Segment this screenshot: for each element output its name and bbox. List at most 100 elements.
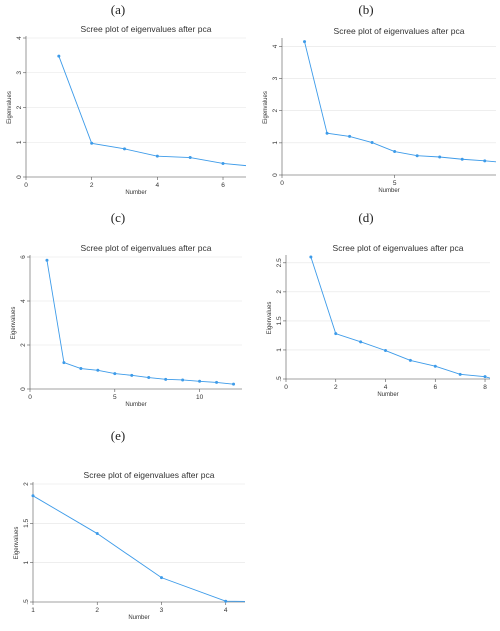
ch2-series-line	[46, 260, 234, 385]
panel-label-a: (a)	[110, 2, 126, 17]
ch4-x-tick-label-1: 2	[95, 607, 99, 614]
ch2-x-tick-label-0: 0	[28, 394, 32, 401]
ch1-title: Scree plot of eigenvalues after pca	[334, 26, 465, 36]
ch4-x-tick-label-0: 1	[31, 607, 35, 614]
ch2-y-axis-title: Eigenvalues	[11, 307, 17, 340]
ch2-point-8	[181, 378, 185, 382]
ch0-point-5	[221, 161, 225, 165]
ch1-point-8	[483, 159, 487, 163]
ch4-y-tick-label-2: 1.5	[23, 518, 30, 527]
ch0-x-tick-label-3: 6	[221, 182, 225, 189]
ch3-x-tick-label-2: 4	[384, 384, 388, 391]
ch4-point-0	[31, 494, 35, 498]
ch4-point-2	[159, 576, 163, 580]
ch1-point-2	[348, 134, 352, 138]
scree-chart-b: 0 1 2 3 4 0 5 Scree plot of eigenvalues after p…	[263, 26, 496, 194]
ch2-point-11	[232, 382, 236, 386]
ch0-x-tick-label-1: 2	[90, 182, 94, 189]
ch4-y-tick-label-0: .5	[23, 599, 30, 605]
panel-label-c: (c)	[110, 210, 126, 225]
scree-chart-d: .5 1 1.5 2 2.5 0 2 4 6 8 Scree plot of eigenvalues…	[267, 243, 490, 398]
ch2-point-3	[96, 368, 100, 372]
panel-label-d: (d)	[358, 210, 374, 225]
ch2-point-2	[79, 367, 83, 371]
ch3-point-0	[309, 255, 313, 259]
ch1-x-tick-label-1: 5	[393, 180, 397, 187]
ch2-y-tick-label-0: 0	[20, 387, 27, 391]
ch0-y-tick-label-3: 3	[16, 71, 23, 75]
ch2-point-0	[45, 258, 49, 262]
ch2-x-tick-label-2: 10	[196, 394, 204, 401]
ch3-point-7	[483, 375, 487, 379]
ch0-y-tick-label-0: 0	[16, 175, 23, 179]
ch1-point-5	[415, 154, 419, 158]
ch1-y-tick-label-1: 1	[272, 141, 279, 145]
ch4-series-line	[33, 495, 245, 602]
ch1-y-tick-label-0: 0	[272, 173, 279, 177]
ch0-y-tick-label-4: 4	[16, 36, 23, 40]
ch0-y-tick-label-1: 1	[16, 140, 23, 144]
ch0-point-1	[90, 141, 94, 145]
ch2-point-10	[215, 380, 219, 384]
ch3-x-axis-title: Number	[377, 392, 398, 398]
ch2-point-1	[62, 361, 66, 365]
scree-chart-a: 0 1 2 3 4 0 2 4 6 Scree plot of eigenvalues after…	[7, 24, 246, 196]
ch4-x-axis-title: Number	[128, 615, 149, 621]
ch2-y-tick-label-2: 4	[20, 299, 27, 303]
ch1-point-0	[303, 40, 307, 44]
ch2-x-tick-label-1: 5	[113, 394, 117, 401]
ch3-y-tick-label-3: 2	[276, 290, 283, 294]
ch0-y-axis-title: Eigenvalues	[7, 91, 13, 124]
scree-chart-c: 0 2 4 6 0 5 10 Scree plot of eigenvalues after …	[11, 243, 242, 408]
ch2-y-tick-label-1: 2	[20, 343, 27, 347]
ch4-title: Scree plot of eigenvalues after pca	[84, 470, 215, 480]
ch2-title: Scree plot of eigenvalues after pca	[81, 243, 212, 253]
ch1-x-axis-title: Number	[378, 188, 399, 194]
ch3-y-axis-title: Eigenvalues	[267, 302, 273, 335]
ch0-point-2	[123, 147, 127, 151]
ch3-x-tick-label-1: 2	[334, 384, 338, 391]
ch1-point-6	[438, 155, 442, 159]
ch3-point-3	[384, 349, 388, 353]
ch4-point-3	[224, 599, 228, 603]
ch0-point-4	[188, 156, 192, 160]
ch1-series-line	[304, 41, 496, 163]
ch3-point-5	[433, 364, 437, 368]
ch0-x-axis-title: Number	[125, 190, 146, 196]
ch1-x-tick-label-0: 0	[280, 180, 284, 187]
ch4-y-axis-title: Eigenvalues	[14, 527, 20, 560]
ch1-point-4	[393, 150, 397, 154]
ch0-point-3	[155, 154, 159, 158]
ch3-series-line	[310, 256, 490, 379]
ch1-y-tick-label-2: 2	[272, 109, 279, 113]
ch3-x-tick-label-3: 6	[433, 384, 437, 391]
ch1-y-tick-label-3: 3	[272, 76, 279, 80]
ch4-y-tick-label-3: 2	[23, 482, 30, 486]
ch3-x-tick-label-0: 0	[284, 384, 288, 391]
panel-label-b: (b)	[358, 2, 374, 17]
ch3-y-tick-label-2: 1.5	[276, 316, 283, 325]
ch3-y-tick-label-1: 1	[276, 348, 283, 352]
ch2-y-tick-label-3: 6	[20, 255, 27, 259]
ch4-x-tick-label-3: 4	[224, 607, 228, 614]
ch2-point-6	[147, 376, 151, 380]
ch4-point-1	[95, 532, 99, 536]
ch3-point-1	[334, 332, 338, 336]
ch3-x-tick-label-4: 8	[483, 384, 487, 391]
ch2-point-9	[198, 379, 202, 383]
ch3-y-tick-label-0: .5	[276, 376, 283, 382]
ch1-point-7	[460, 157, 464, 161]
ch0-point-0	[57, 54, 61, 58]
ch1-point-3	[370, 141, 374, 145]
ch0-title: Scree plot of eigenvalues after pca	[81, 24, 212, 34]
ch1-y-tick-label-4: 4	[272, 44, 279, 48]
ch3-title: Scree plot of eigenvalues after pca	[333, 243, 464, 253]
ch2-point-4	[113, 372, 117, 376]
ch1-point-1	[325, 131, 329, 135]
ch3-point-6	[458, 372, 462, 376]
ch3-y-tick-label-4: 2.5	[276, 258, 283, 267]
panel-label-e: (e)	[110, 428, 126, 443]
ch1-y-axis-title: Eigenvalues	[263, 91, 269, 124]
ch2-point-7	[164, 377, 168, 381]
